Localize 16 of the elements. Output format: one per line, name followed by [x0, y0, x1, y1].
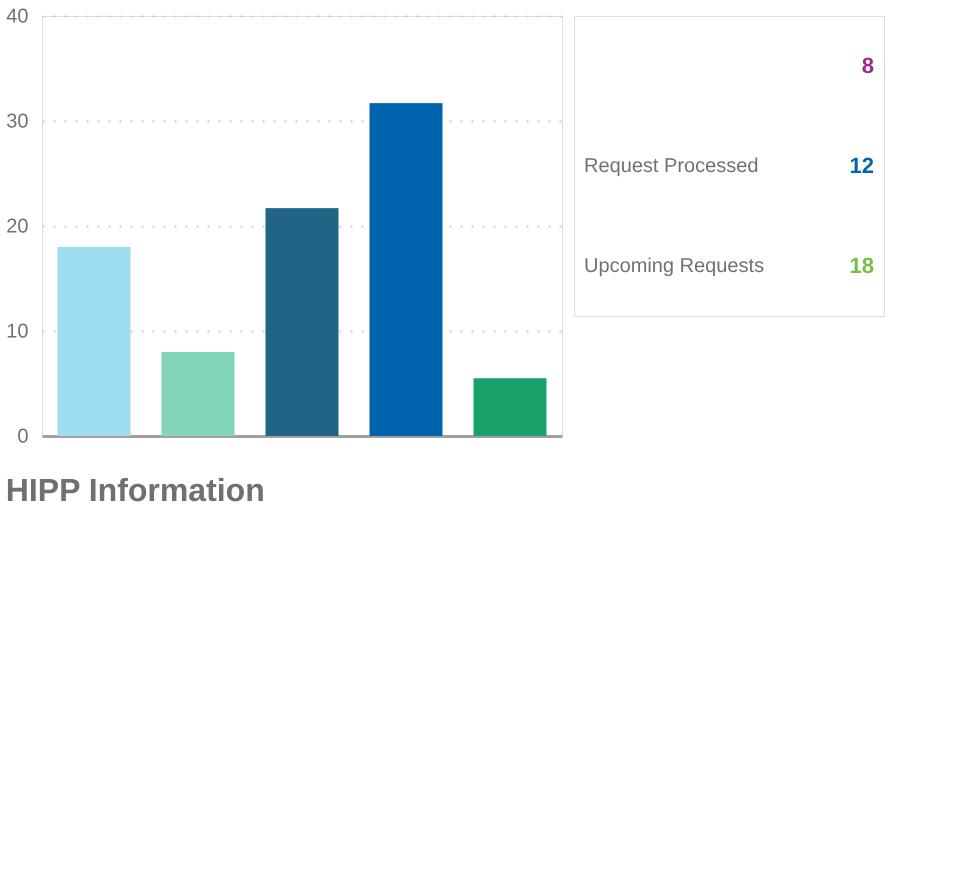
data-label: 12 — [850, 153, 874, 178]
category-label: Upcoming Requests — [584, 255, 764, 277]
bar — [161, 352, 235, 436]
category-label: Request Processed — [584, 155, 759, 177]
y-tick-label: 40 — [6, 6, 28, 28]
data-label: 8 — [862, 53, 874, 78]
y-tick-label: 30 — [6, 110, 28, 132]
bar — [265, 208, 339, 436]
bar — [473, 378, 547, 436]
bar — [57, 247, 131, 436]
text: HIPP Information — [6, 472, 265, 508]
data-label: 18 — [850, 253, 874, 278]
bar — [369, 103, 443, 436]
y-tick-label: 10 — [6, 320, 28, 342]
y-tick-label: 0 — [17, 426, 28, 448]
y-tick-label: 20 — [6, 216, 28, 238]
